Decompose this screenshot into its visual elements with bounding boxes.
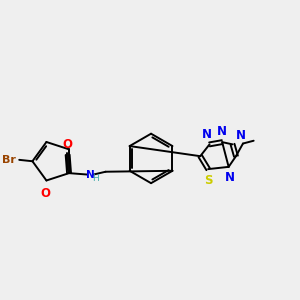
Text: N: N	[217, 125, 227, 138]
Text: O: O	[63, 138, 73, 151]
Text: N: N	[202, 128, 212, 141]
Text: O: O	[40, 187, 50, 200]
Text: S: S	[204, 174, 212, 187]
Text: N: N	[86, 169, 94, 179]
Text: N: N	[236, 129, 246, 142]
Text: Br: Br	[2, 155, 16, 165]
Text: H: H	[92, 174, 99, 183]
Text: N: N	[225, 171, 235, 184]
